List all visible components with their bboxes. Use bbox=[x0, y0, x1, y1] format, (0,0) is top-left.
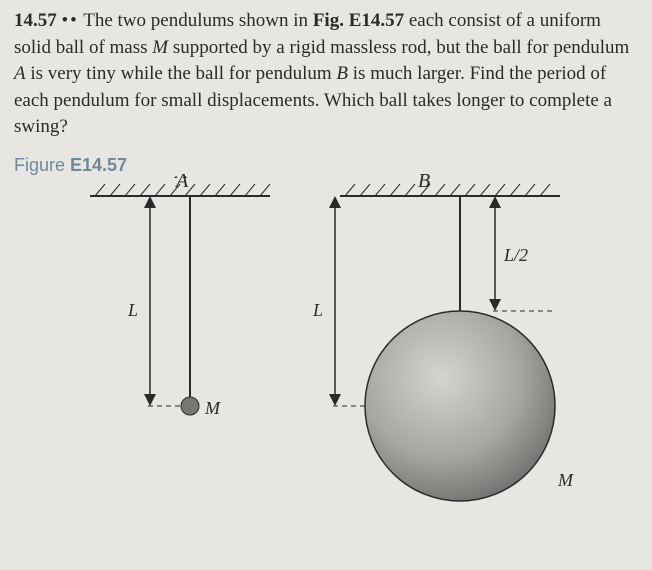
difficulty-dots: •• bbox=[62, 10, 79, 31]
mass-M: M bbox=[152, 37, 168, 58]
text-p4: is very tiny while the ball for pendulum bbox=[26, 63, 337, 84]
figure-label: Figure E14.57 bbox=[0, 145, 652, 176]
figure-area: L M A A L L/2 M A B bbox=[0, 176, 652, 516]
ball-B bbox=[365, 311, 555, 501]
figure-label-prefix: Figure bbox=[14, 155, 70, 175]
label-M-big: M bbox=[557, 470, 574, 490]
support-B bbox=[340, 184, 560, 196]
text-p3: supported by a rigid massless rod, but t… bbox=[168, 37, 629, 58]
label-L-B: L bbox=[312, 300, 323, 320]
label-M-small: M bbox=[204, 398, 221, 418]
label-L-A: L bbox=[127, 300, 138, 320]
fig-ref: Fig. E14.57 bbox=[313, 10, 404, 31]
text-p1: The two pendulums shown in bbox=[83, 10, 313, 31]
figure-label-num: E14.57 bbox=[70, 155, 127, 175]
figure-svg: L M A A L L/2 M bbox=[0, 176, 652, 516]
pendulum-label-B: B bbox=[418, 170, 430, 193]
pend-B: B bbox=[336, 63, 348, 84]
label-Lhalf: L/2 bbox=[503, 245, 528, 265]
problem-text: 14.57 •• The two pendulums shown in Fig.… bbox=[0, 0, 652, 145]
pend-A: A bbox=[14, 63, 26, 84]
ball-A bbox=[181, 397, 199, 415]
problem-number: 14.57 bbox=[14, 10, 57, 31]
pendulum-label-A: A bbox=[176, 170, 188, 193]
